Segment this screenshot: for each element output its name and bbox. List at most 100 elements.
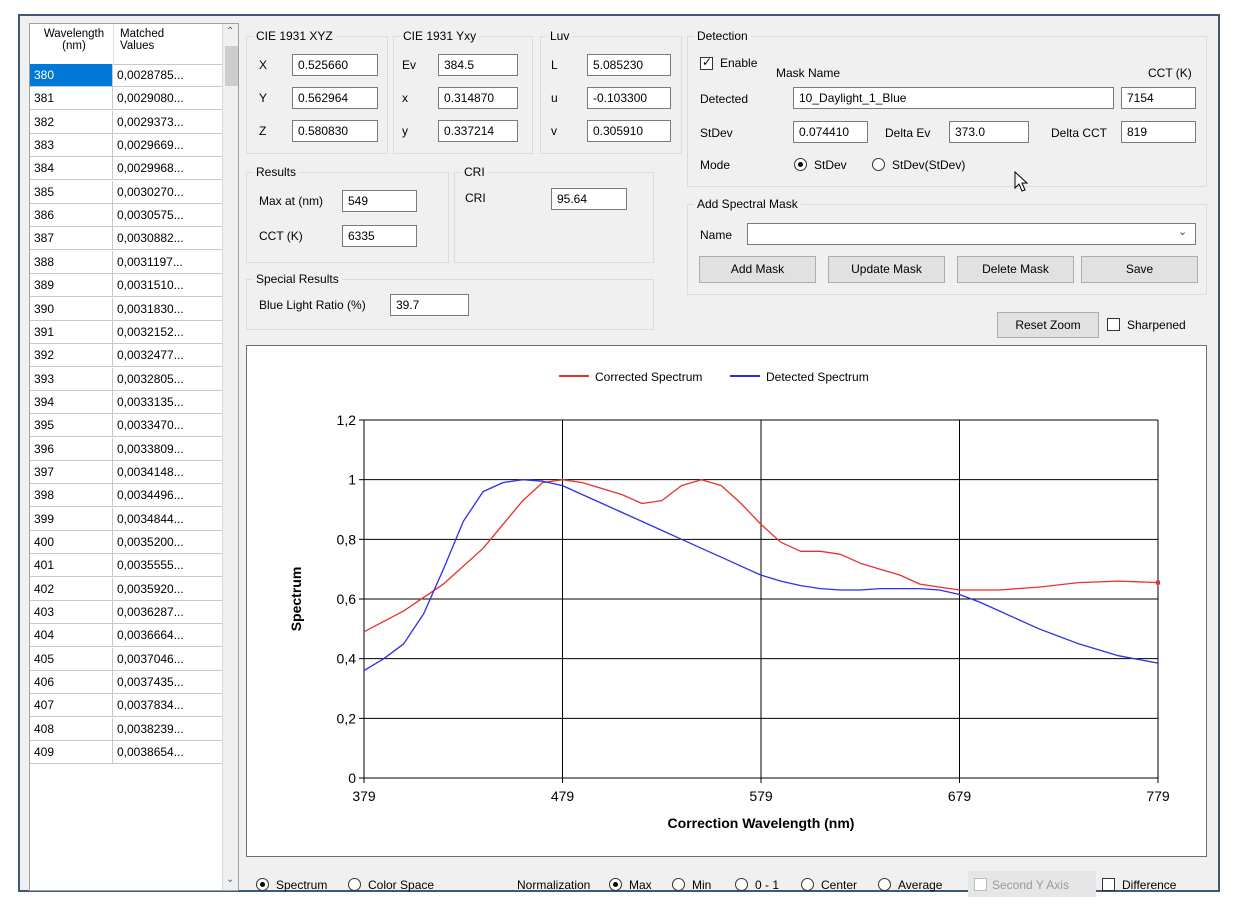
table-row[interactable]: 405 0,0037046... bbox=[30, 647, 222, 671]
wavelength-cell[interactable]: 396 bbox=[30, 437, 113, 460]
scroll-down-icon[interactable]: ⌄ bbox=[226, 874, 235, 885]
matched-value-cell[interactable]: 0,0038654... bbox=[117, 745, 184, 760]
matched-value-cell[interactable]: 0,0038239... bbox=[117, 721, 184, 736]
wavelength-cell[interactable]: 386 bbox=[30, 204, 113, 227]
table-row[interactable]: 398 0,0034496... bbox=[30, 484, 222, 508]
table-row[interactable]: 382 0,0029373... bbox=[30, 110, 222, 134]
mask-name-dropdown[interactable] bbox=[747, 223, 1196, 245]
table-row[interactable]: 391 0,0032152... bbox=[30, 320, 222, 344]
cri-field[interactable]: 95.64 bbox=[551, 188, 627, 210]
matched-value-cell[interactable]: 0,0029080... bbox=[117, 91, 184, 106]
wavelength-cell[interactable]: 400 bbox=[30, 531, 113, 553]
table-row[interactable]: 406 0,0037435... bbox=[30, 671, 222, 695]
table-row[interactable]: 404 0,0036664... bbox=[30, 624, 222, 648]
delete-mask-button[interactable]: Delete Mask bbox=[957, 256, 1074, 283]
norm-0-1-radio[interactable] bbox=[735, 878, 748, 891]
u-field[interactable]: -0.103300 bbox=[587, 87, 671, 109]
wavelength-cell[interactable]: 409 bbox=[30, 741, 113, 764]
wavelength-cell[interactable]: 393 bbox=[30, 367, 113, 390]
scroll-thumb[interactable] bbox=[225, 46, 238, 86]
scroll-up-icon[interactable]: ⌃ bbox=[226, 26, 235, 37]
table-row[interactable]: 397 0,0034148... bbox=[30, 460, 222, 484]
x-field[interactable]: 0.525660 bbox=[292, 54, 378, 76]
mode-stdev-radio[interactable] bbox=[794, 158, 807, 171]
update-mask-button[interactable]: Update Mask bbox=[828, 256, 945, 283]
table-row[interactable]: 386 0,0030575... bbox=[30, 204, 222, 228]
wavelength-cell[interactable]: 392 bbox=[30, 344, 113, 367]
spectrum-radio[interactable] bbox=[256, 878, 269, 891]
matched-value-cell[interactable]: 0,0031510... bbox=[117, 278, 184, 293]
matched-value-cell[interactable]: 0,0031197... bbox=[117, 254, 183, 269]
second-y-axis-checkbox[interactable] bbox=[974, 878, 987, 891]
wavelength-cell[interactable]: 381 bbox=[30, 87, 113, 110]
detected-mask-field[interactable]: 10_Daylight_1_Blue bbox=[793, 87, 1114, 109]
matched-value-cell[interactable]: 0,0035555... bbox=[117, 558, 184, 573]
detected-cct-field[interactable]: 7154 bbox=[1121, 87, 1196, 109]
mode-stdev-stdev-radio[interactable] bbox=[872, 158, 885, 171]
wavelength-cell[interactable]: 407 bbox=[30, 694, 113, 717]
delta-cct-field[interactable]: 819 bbox=[1121, 121, 1196, 143]
table-row[interactable]: 400 0,0035200... bbox=[30, 531, 222, 554]
matched-value-cell[interactable]: 0,0028785... bbox=[117, 68, 184, 82]
matched-value-cell[interactable]: 0,0029373... bbox=[117, 114, 184, 129]
table-scrollbar[interactable]: ⌃ ⌄ bbox=[222, 24, 238, 890]
wavelength-cell[interactable]: 380 bbox=[30, 64, 113, 86]
matched-value-cell[interactable]: 0,0036287... bbox=[117, 605, 184, 620]
matched-value-cell[interactable]: 0,0030882... bbox=[117, 231, 184, 246]
wavelength-cell[interactable]: 399 bbox=[30, 507, 113, 530]
wavelength-cell[interactable]: 405 bbox=[30, 647, 113, 670]
wavelength-table[interactable]: Wavelength (nm) Matched Values 380 0,0028… bbox=[29, 23, 239, 891]
wavelength-cell[interactable]: 388 bbox=[30, 250, 113, 273]
wavelength-cell[interactable]: 389 bbox=[30, 274, 113, 297]
matched-value-cell[interactable]: 0,0034496... bbox=[117, 488, 184, 503]
norm-average-radio[interactable] bbox=[878, 878, 891, 891]
matched-value-cell[interactable]: 0,0033809... bbox=[117, 441, 184, 456]
matched-value-cell[interactable]: 0,0032477... bbox=[117, 348, 184, 363]
v-field[interactable]: 0.305910 bbox=[587, 120, 671, 142]
matched-value-cell[interactable]: 0,0029669... bbox=[117, 138, 184, 153]
ev-field[interactable]: 384.5 bbox=[438, 54, 518, 76]
l-field[interactable]: 5.085230 bbox=[587, 54, 671, 76]
norm-center-radio[interactable] bbox=[801, 878, 814, 891]
table-row[interactable]: 383 0,0029669... bbox=[30, 134, 222, 158]
save-button[interactable]: Save bbox=[1081, 256, 1198, 283]
reset-zoom-button[interactable]: Reset Zoom bbox=[997, 312, 1099, 338]
matched-value-cell[interactable]: 0,0032805... bbox=[117, 371, 184, 386]
table-row[interactable]: 399 0,0034844... bbox=[30, 507, 222, 531]
table-row[interactable]: 389 0,0031510... bbox=[30, 274, 222, 298]
max-at-field[interactable]: 549 bbox=[342, 190, 417, 212]
wavelength-cell[interactable]: 391 bbox=[30, 320, 113, 343]
table-row[interactable]: 403 0,0036287... bbox=[30, 601, 222, 625]
table-row[interactable]: 384 0,0029968... bbox=[30, 157, 222, 181]
table-row[interactable]: 401 0,0035555... bbox=[30, 554, 222, 578]
table-row[interactable]: 394 0,0033135... bbox=[30, 390, 222, 414]
color-space-radio[interactable] bbox=[348, 878, 361, 891]
difference-checkbox[interactable] bbox=[1102, 878, 1115, 891]
matched-value-cell[interactable]: 0,0035200... bbox=[117, 535, 184, 549]
norm-min-radio[interactable] bbox=[672, 878, 685, 891]
wavelength-cell[interactable]: 401 bbox=[30, 554, 113, 577]
wavelength-cell[interactable]: 390 bbox=[30, 297, 113, 320]
wavelength-cell[interactable]: 395 bbox=[30, 414, 113, 437]
wavelength-cell[interactable]: 406 bbox=[30, 671, 113, 694]
wavelength-cell[interactable]: 382 bbox=[30, 110, 113, 133]
matched-value-cell[interactable]: 0,0037435... bbox=[117, 675, 184, 690]
table-row[interactable]: 390 0,0031830... bbox=[30, 297, 222, 321]
matched-value-cell[interactable]: 0,0031830... bbox=[117, 301, 184, 316]
stdev-field[interactable]: 0.074410 bbox=[793, 121, 868, 143]
matched-value-cell[interactable]: 0,0033470... bbox=[117, 418, 184, 433]
wavelength-cell[interactable]: 397 bbox=[30, 460, 113, 483]
wavelength-cell[interactable]: 408 bbox=[30, 717, 113, 740]
table-row[interactable]: 387 0,0030882... bbox=[30, 227, 222, 251]
matched-value-cell[interactable]: 0,0030575... bbox=[117, 208, 184, 223]
table-row[interactable]: 407 0,0037834... bbox=[30, 694, 222, 718]
table-row[interactable]: 402 0,0035920... bbox=[30, 577, 222, 601]
norm-max-radio[interactable] bbox=[609, 878, 622, 891]
table-row[interactable]: 381 0,0029080... bbox=[30, 87, 222, 111]
column-header-wavelength[interactable]: Wavelength (nm) bbox=[43, 28, 105, 52]
delta-ev-field[interactable]: 373.0 bbox=[949, 121, 1029, 143]
z-field[interactable]: 0.580830 bbox=[292, 120, 378, 142]
wavelength-cell[interactable]: 398 bbox=[30, 484, 113, 507]
matched-value-cell[interactable]: 0,0029968... bbox=[117, 161, 184, 176]
matched-value-cell[interactable]: 0,0032152... bbox=[117, 324, 184, 339]
